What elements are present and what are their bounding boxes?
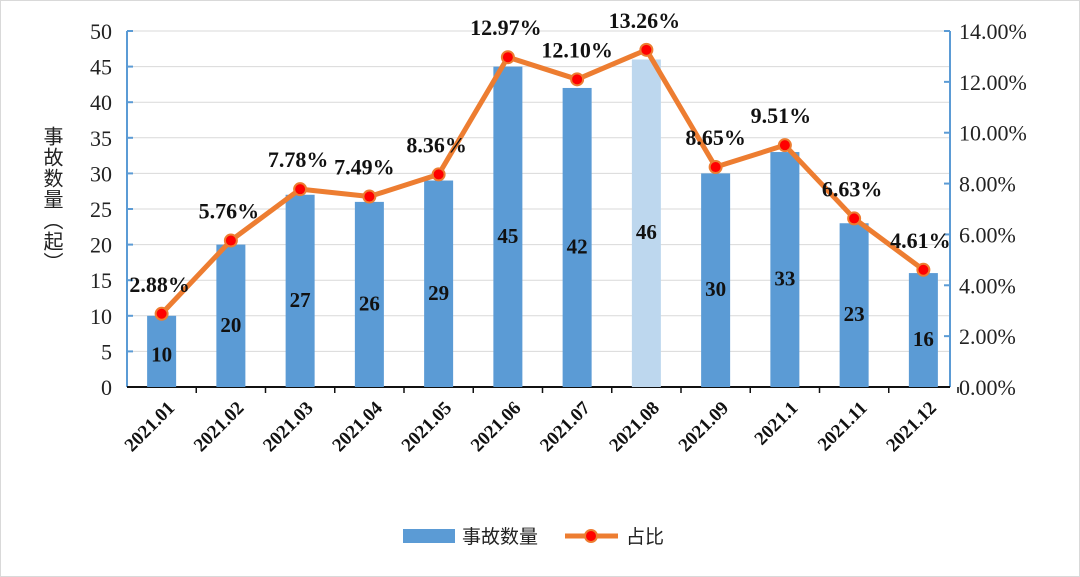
y-tick-label: 35 — [90, 126, 112, 151]
bar-2021.08 — [631, 59, 661, 387]
line-data-label: 4.61% — [890, 228, 951, 253]
bar-2021.12 — [908, 273, 938, 387]
x-tick-label: 2021.12 — [882, 398, 941, 457]
line-series-ratio — [159, 47, 925, 316]
bar-data-label: 42 — [567, 234, 588, 258]
bar-data-label: 26 — [359, 291, 380, 315]
y-tick-label: 0 — [101, 375, 112, 400]
x-tick-label: 2021.02 — [190, 398, 249, 457]
y2-tick-label: 10.00% — [959, 121, 1027, 146]
y-tick-label: 15 — [90, 268, 112, 293]
bar-data-label: 30 — [705, 277, 726, 301]
legend-swatch-bar — [403, 529, 455, 543]
y-tick-label: 40 — [90, 90, 112, 115]
line-data-label: 8.36% — [406, 132, 467, 157]
bar-2021.07 — [562, 87, 592, 388]
line-data-label: 6.63% — [822, 176, 883, 201]
x-tick-label: 2021.05 — [398, 398, 457, 457]
y-tick-label: 10 — [90, 304, 112, 329]
legend-label-bar: 事故数量 — [462, 526, 538, 548]
bar-2021.03 — [285, 194, 315, 387]
y-tick-label: 20 — [90, 233, 112, 258]
bar-data-label: 20 — [220, 313, 241, 337]
x-tick-label: 2021.01 — [121, 398, 180, 457]
y2-tick-label: 8.00% — [959, 172, 1016, 197]
line-marker — [708, 160, 723, 175]
bar-2021.11 — [839, 223, 869, 387]
y2-tick-label: 0.00% — [959, 375, 1016, 400]
line-data-label: 2.88% — [129, 272, 190, 297]
bar-2021.04 — [354, 201, 384, 387]
x-tick-label: 2021.07 — [536, 397, 595, 456]
line-marker — [223, 233, 238, 248]
line-marker — [639, 42, 654, 57]
line-marker — [500, 50, 515, 65]
y2-tick-label: 14.00% — [959, 19, 1027, 44]
bar-data-label: 29 — [428, 281, 449, 305]
bar-2021.09 — [701, 173, 731, 387]
line-marker — [154, 306, 169, 321]
y-tick-label: 45 — [90, 55, 112, 80]
line-marker — [293, 182, 308, 197]
line-data-label: 12.97% — [470, 15, 542, 40]
y2-tick-label: 4.00% — [959, 273, 1016, 298]
bar-data-label: 10 — [151, 342, 172, 366]
bar-data-label: 46 — [636, 220, 657, 244]
bar-2021.02 — [216, 244, 246, 387]
bar-data-label: 23 — [844, 302, 865, 326]
y-axis-label: 事故数量（起） — [40, 126, 64, 273]
x-tick-label: 2021.03 — [259, 398, 318, 457]
x-tick-label: 2021.06 — [467, 398, 526, 457]
y-tick-label: 50 — [90, 19, 112, 44]
y2-tick-label: 2.00% — [959, 324, 1016, 349]
y2-tick-label: 6.00% — [959, 222, 1016, 247]
y-tick-label: 5 — [101, 339, 112, 364]
x-tick-label: 2021.1 — [751, 398, 803, 450]
legend-marker — [584, 529, 598, 543]
y2-tick-label: 12.00% — [959, 70, 1027, 95]
line-marker — [916, 262, 931, 277]
x-tick-label: 2021.04 — [328, 397, 387, 456]
line-data-label: 7.78% — [268, 147, 329, 172]
line-data-label: 8.65% — [685, 125, 746, 150]
x-tick-label: 2021.09 — [675, 398, 734, 457]
bar-2021.06 — [493, 66, 523, 387]
line-data-label: 5.76% — [199, 199, 260, 224]
line-data-label: 9.51% — [751, 103, 812, 128]
x-tick-label: 2021.11 — [814, 398, 872, 456]
bar-data-label: 16 — [913, 327, 934, 351]
line-marker — [431, 167, 446, 182]
bar-data-label: 45 — [497, 224, 518, 248]
bar-data-label: 27 — [290, 288, 311, 312]
legend-label-line: 占比 — [626, 526, 664, 548]
line-marker — [777, 138, 792, 153]
bar-2021.01 — [147, 315, 177, 387]
x-tick-label: 2021.08 — [605, 398, 664, 457]
line-data-label: 7.49% — [334, 155, 395, 180]
bar-2021.05 — [424, 180, 454, 387]
line-data-label: 12.10% — [541, 37, 613, 62]
line-data-label: 13.26% — [609, 8, 681, 33]
line-marker — [847, 211, 862, 226]
line-marker — [362, 189, 377, 204]
bar-data-label: 33 — [774, 267, 795, 291]
line-marker — [570, 72, 585, 87]
y-tick-label: 30 — [90, 161, 112, 186]
bar-2021.1 — [770, 152, 800, 387]
y-tick-label: 25 — [90, 197, 112, 222]
